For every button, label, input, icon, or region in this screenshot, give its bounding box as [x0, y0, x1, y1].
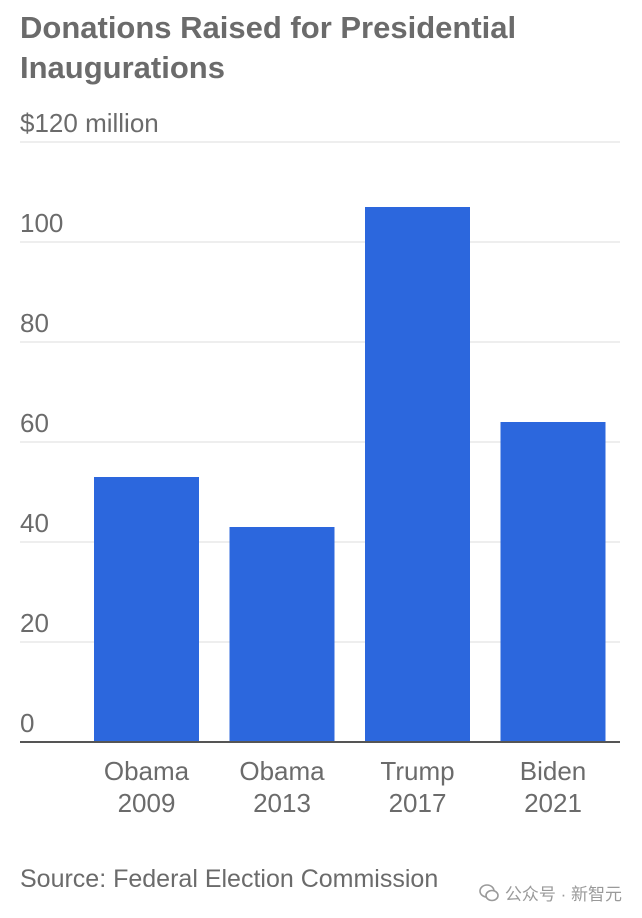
x-category-label: Trump — [380, 756, 454, 786]
x-category-label: Biden — [520, 756, 587, 786]
wechat-icon — [479, 883, 499, 903]
y-tick-label: 40 — [20, 508, 49, 538]
x-category-label: Obama — [239, 756, 325, 786]
watermark-text: 公众号 · 新智元 — [504, 885, 622, 904]
x-category-label: 2017 — [389, 788, 447, 818]
y-tick-label: 0 — [20, 708, 34, 738]
y-tick-label: $120 million — [20, 108, 159, 138]
bars — [94, 207, 606, 742]
bar — [94, 477, 199, 742]
bar — [229, 527, 335, 742]
y-tick-label: 80 — [20, 308, 49, 338]
source-note: Source: Federal Election Commission — [20, 865, 439, 893]
bar — [365, 207, 470, 742]
watermark: 公众号 · 新智元 — [479, 880, 622, 905]
y-tick-label: 100 — [20, 208, 63, 238]
x-category-label: 2009 — [118, 788, 176, 818]
chart-title: Donations Raised for Presidential Inaugu… — [20, 10, 517, 85]
y-tick-label: 20 — [20, 608, 49, 638]
x-category-label: 2021 — [524, 788, 582, 818]
x-category-label: Obama — [104, 756, 190, 786]
x-category-label: 2013 — [253, 788, 311, 818]
bar — [500, 422, 606, 742]
y-tick-label: 60 — [20, 408, 49, 438]
y-tick-labels: 0 20 40 60 80 100 $120 million — [20, 108, 159, 738]
